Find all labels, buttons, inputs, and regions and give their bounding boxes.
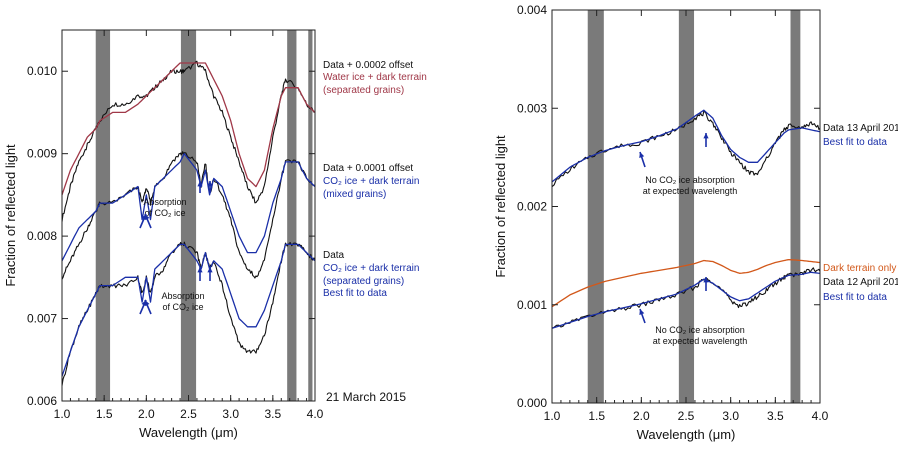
legend-label: Best fit to data <box>823 137 887 148</box>
legend-label: Best fit to data <box>323 288 387 299</box>
series-line <box>61 153 316 262</box>
x-tick-label: 4.0 <box>307 407 324 421</box>
annotation-arrowhead <box>703 133 709 139</box>
legend-label: Water ice + dark terrain <box>323 72 427 83</box>
x-tick-label: 3.0 <box>222 407 239 421</box>
y-tick-label: 0.007 <box>27 312 57 326</box>
legend-label: Data <box>323 250 345 261</box>
annotation-arrowhead <box>703 277 709 283</box>
y-tick-label: 0.009 <box>27 147 57 161</box>
legend-label: Data 13 April 2015 <box>823 123 898 134</box>
legend-label: Data 12 April 2015 <box>823 277 898 288</box>
x-tick-label: 1.5 <box>96 407 113 421</box>
x-tick-label: 1.5 <box>588 409 605 423</box>
y-tick-label: 0.004 <box>517 3 547 17</box>
y-tick-label: 0.003 <box>517 101 547 115</box>
y-tick-label: 0.006 <box>27 394 57 408</box>
x-tick-label: 1.0 <box>544 409 561 423</box>
annotation-arrowhead <box>197 267 203 273</box>
annotation-label: of CO₂ ice <box>144 208 185 218</box>
legend-label: (mixed grains) <box>323 189 386 200</box>
annotation-arrowhead <box>207 181 213 187</box>
y-tick-label: 0.000 <box>517 396 547 410</box>
x-tick-label: 2.0 <box>138 407 155 421</box>
y-tick-label: 0.008 <box>27 229 57 243</box>
legend-label: Data + 0.0002 offset <box>323 60 413 71</box>
date-label: 21 March 2015 <box>326 390 406 404</box>
y-axis-label: Fraction of reflected light <box>3 144 18 287</box>
x-tick-label: 3.0 <box>722 409 739 423</box>
x-axis-label: Wavelength (μm) <box>637 427 736 442</box>
series-line <box>551 109 821 183</box>
masked-band <box>180 30 197 401</box>
x-tick-label: 2.5 <box>678 409 695 423</box>
masked-band <box>95 30 111 401</box>
y-axis-label: Fraction of reflected light <box>493 135 508 278</box>
legend-label: Data + 0.0001 offset <box>323 163 413 174</box>
annotation-arrowhead <box>197 181 203 187</box>
series-line <box>551 258 821 308</box>
annotation-arrowhead <box>144 214 150 220</box>
annotation-label: of CO₂ ice <box>162 302 203 312</box>
legend-label: Dark terrain only <box>823 263 896 274</box>
x-tick-label: 3.5 <box>264 407 281 421</box>
y-tick-label: 0.002 <box>517 200 547 214</box>
masked-band <box>308 30 313 401</box>
annotation-label: No CO₂ ice absorption <box>645 175 735 185</box>
series-line <box>61 241 316 386</box>
x-tick-label: 2.5 <box>180 407 197 421</box>
x-tick-label: 1.0 <box>54 407 71 421</box>
annotation-label: No CO₂ ice absorption <box>655 325 745 335</box>
annotation-label: Absorption <box>161 291 204 301</box>
x-tick-label: 4.0 <box>812 409 829 423</box>
masked-band <box>790 10 801 403</box>
masked-band <box>678 10 695 403</box>
legend-label: CO₂ ice + dark terrain <box>323 263 419 274</box>
y-tick-label: 0.001 <box>517 298 547 312</box>
chart-panel-1: 1.0 1.5 2.0 2.5 3.0 3.5 4.0 0.006 0.007 0.008 0.00… <box>3 29 427 440</box>
masked-band <box>587 10 604 403</box>
legend-label: (separated grains) <box>323 276 404 287</box>
x-tick-label: 3.5 <box>767 409 784 423</box>
series-line <box>61 62 316 196</box>
x-axis-label: Wavelength (μm) <box>139 425 238 440</box>
annotation-arrowhead <box>639 152 645 158</box>
legend-label: Best fit to data <box>823 292 887 303</box>
chart-panel-2: 1.0 1.5 2.0 2.5 3.0 3.5 4.0 0.000 0.001 0.002 0.00… <box>493 3 898 442</box>
annotation-arrowhead <box>207 267 213 273</box>
x-tick-label: 2.0 <box>633 409 650 423</box>
annotation-label: at expected wavelength <box>643 186 738 196</box>
annotation-label: at expected wavelength <box>653 336 748 346</box>
annotation-label: Absorption <box>143 197 186 207</box>
legend-label: CO₂ ice + dark terrain <box>323 176 419 187</box>
masked-band <box>287 30 297 401</box>
series-line <box>551 271 821 329</box>
y-tick-label: 0.010 <box>27 64 57 78</box>
annotation-arrowhead <box>144 300 150 306</box>
annotation-arrowhead <box>639 309 645 315</box>
legend-label: (separated grains) <box>323 85 404 96</box>
series-line <box>61 243 316 377</box>
